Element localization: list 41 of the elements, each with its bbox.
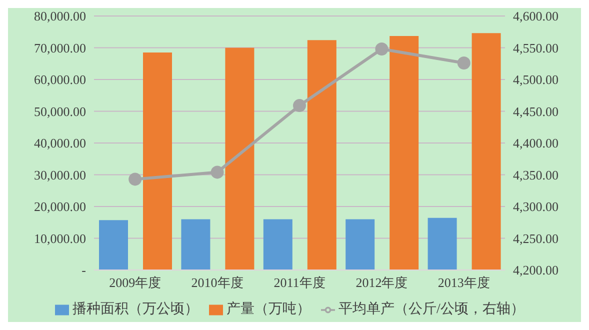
x-tick-label: 2009年度	[109, 275, 162, 290]
bar	[428, 218, 457, 270]
point	[293, 99, 306, 112]
y2-tick-label: 4,200.00	[513, 262, 558, 278]
bar	[225, 48, 254, 270]
bar	[307, 40, 336, 270]
x-tick-label: 2013年度	[438, 275, 490, 290]
legend-label: 产量（万吨）	[226, 302, 311, 317]
y2-tick-label: 4,350.00	[513, 167, 558, 182]
y-tick-label: 30,000.00	[34, 167, 86, 182]
y-tick-label: 60,000.00	[34, 72, 86, 88]
legend-label: 平均单产（公斤/公顷，右轴）	[338, 302, 524, 317]
bar	[472, 33, 501, 270]
bar	[390, 36, 419, 270]
y2-tick-label: 4,600.00	[513, 8, 558, 24]
y2-tick-label: 4,250.00	[513, 230, 558, 246]
y2-tick-label: 4,550.00	[513, 40, 558, 56]
y-tick-label: 50,000.00	[34, 104, 86, 119]
x-tick-label: 2010年度	[191, 275, 244, 290]
y2-tick-label: 4,400.00	[513, 136, 558, 151]
point	[210, 166, 224, 179]
bar	[346, 219, 375, 270]
y2-tick-label: 4,300.00	[513, 199, 558, 214]
y-tick-label: 80,000.00	[34, 8, 86, 24]
y2-tick-label: 4,450.00	[513, 104, 558, 119]
y-tick-label: 20,000.00	[34, 199, 86, 214]
legend-label: 播种面积（万公顷）	[72, 302, 199, 317]
bar	[263, 219, 292, 270]
bar	[181, 219, 210, 270]
point	[375, 42, 388, 56]
y-tick-label: 70,000.00	[34, 40, 86, 56]
y-tick-label: 10,000.00	[34, 230, 86, 246]
point	[457, 56, 470, 70]
bar	[143, 52, 172, 270]
point	[128, 172, 142, 186]
y-tick-label: -	[82, 262, 86, 278]
bar	[99, 220, 128, 270]
x-tick-label: 2012年度	[356, 275, 408, 290]
x-tick-label: 2011年度	[274, 275, 326, 290]
y2-tick-label: 4,500.00	[513, 72, 558, 88]
y-tick-label: 40,000.00	[34, 136, 86, 151]
